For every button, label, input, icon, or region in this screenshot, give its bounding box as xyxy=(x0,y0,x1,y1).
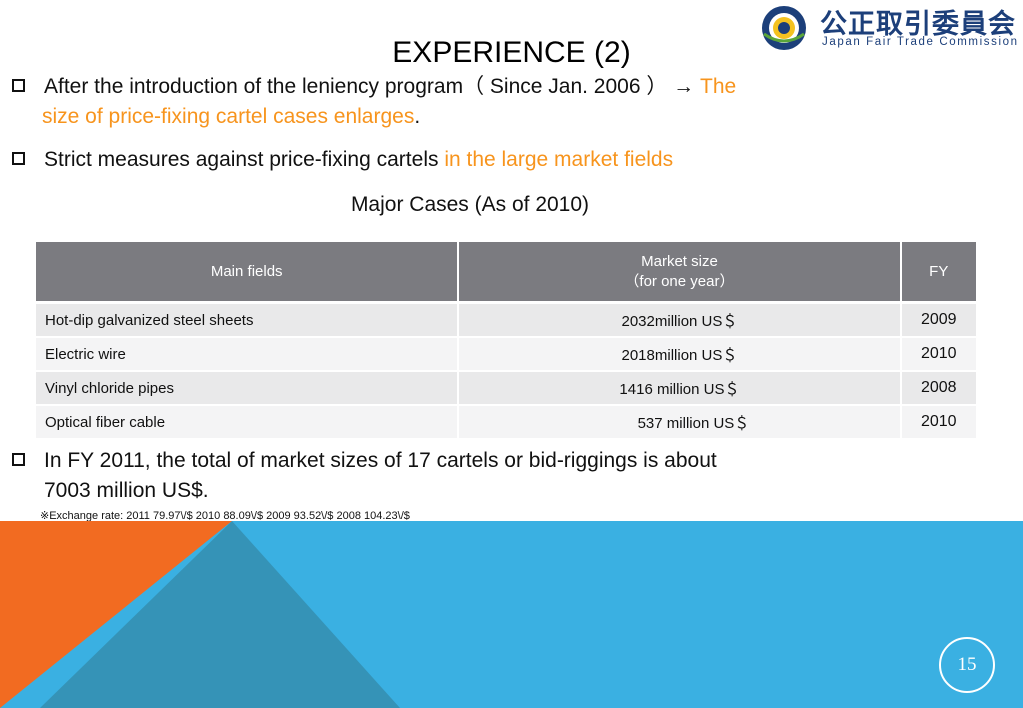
decorative-footer-shapes xyxy=(0,521,1023,708)
orange-triangle-shape xyxy=(0,521,232,708)
cell-fy: 2010 xyxy=(900,405,976,440)
cell-field: Hot-dip galvanized steel sheets xyxy=(36,302,460,338)
bullet-1-period: . xyxy=(414,105,421,128)
table-row: Optical fiber cable 537 million US＄ 2010 xyxy=(36,405,976,440)
bullet-2-highlight: in the large market fields xyxy=(444,148,674,171)
logo-english-text: Japan Fair Trade Commission xyxy=(822,36,1019,48)
cell-market-size: 2018million US＄ xyxy=(458,337,902,372)
exchange-rate-note: ※Exchange rate: 2011 79.97\/$ 2010 88.09… xyxy=(40,510,410,522)
cell-field: Vinyl chloride pipes xyxy=(36,371,460,406)
bullet-2-text: Strict measures against price-fixing car… xyxy=(44,148,445,171)
header-market-size-line-1: Market size xyxy=(641,252,718,270)
table-row: Electric wire 2018million US＄ 2010 xyxy=(36,337,976,372)
jftc-emblem-icon xyxy=(762,6,806,50)
cell-market-size: 2032million US＄ xyxy=(458,302,902,338)
bullet-1-line-2: size of price-fixing cartel cases enlarg… xyxy=(42,102,420,132)
square-bullet-icon xyxy=(12,453,25,466)
table-header-row: Main fields Market size （for one year） FY xyxy=(36,242,976,304)
cell-fy: 2009 xyxy=(900,302,976,338)
square-bullet-icon xyxy=(12,152,25,165)
slide-title: EXPERIENCE (2) xyxy=(392,36,631,69)
cell-field: Electric wire xyxy=(36,337,460,372)
header-market-size-line-2: （for one year） xyxy=(624,272,735,290)
page-number: 15 xyxy=(939,637,995,693)
table-row: Vinyl chloride pipes 1416 million US＄ 20… xyxy=(36,371,976,406)
dark-blue-triangle-shape xyxy=(40,521,400,708)
cell-market-size: 1416 million US＄ xyxy=(458,371,902,406)
header-main-fields: Main fields xyxy=(36,242,460,304)
major-cases-table: Main fields Market size （for one year） FY… xyxy=(36,242,976,440)
cell-fy: 2008 xyxy=(900,371,976,406)
bullet-3-line-2: 7003 million US$. xyxy=(44,479,209,502)
cell-fy: 2010 xyxy=(900,337,976,372)
table-row: Hot-dip galvanized steel sheets 2032mill… xyxy=(36,302,976,338)
header-fy: FY xyxy=(900,242,976,304)
bullet-3-line-1: In FY 2011, the total of market sizes of… xyxy=(44,449,717,472)
bullet-1-highlight: The xyxy=(694,75,737,98)
bullet-1-text: After the introduction of the leniency p… xyxy=(44,75,695,98)
cell-field: Optical fiber cable xyxy=(36,405,460,440)
bullet-1-line-1: After the introduction of the leniency p… xyxy=(44,72,736,102)
bullet-1-highlight-2: size of price-fixing cartel cases enlarg… xyxy=(42,105,415,128)
cell-market-size: 537 million US＄ xyxy=(458,405,902,440)
jftc-logo: 公正取引委員会 Japan Fair Trade Commission xyxy=(760,2,1022,52)
square-bullet-icon xyxy=(12,79,25,92)
logo-japanese-text: 公正取引委員会 xyxy=(820,9,1016,39)
bullet-2-line: Strict measures against price-fixing car… xyxy=(44,145,673,175)
table-caption: Major Cases (As of 2010) xyxy=(350,193,590,216)
header-market-size: Market size （for one year） xyxy=(458,242,902,304)
